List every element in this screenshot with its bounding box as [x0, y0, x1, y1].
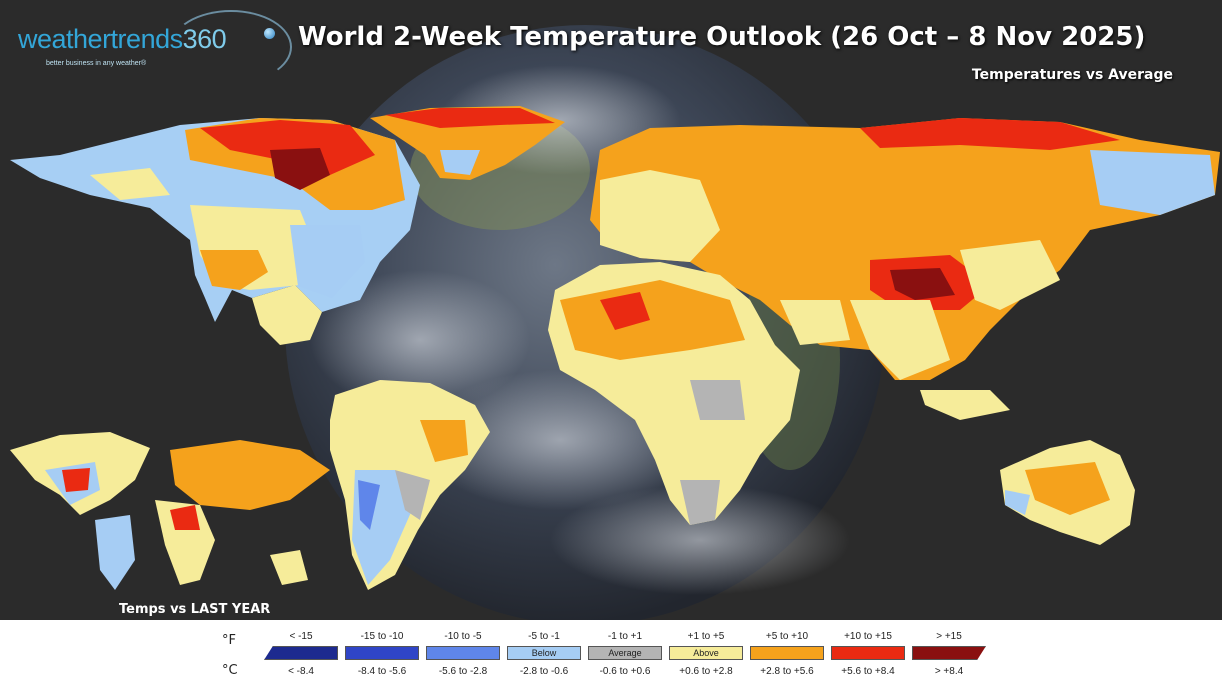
legend-range-fahrenheit: > +15: [936, 631, 962, 642]
legend-range-celsius: +5.6 to +8.4: [841, 666, 895, 677]
north-america: [10, 118, 420, 345]
page-title: World 2-Week Temperature Outlook (26 Oct…: [298, 22, 1146, 52]
legend-unit-celsius: °C: [222, 663, 238, 678]
page-subtitle: Temperatures vs Average: [971, 67, 1173, 83]
legend-swatch: [750, 646, 824, 660]
legend-range-celsius: < -8.4: [288, 666, 314, 677]
legend-item: > +15 > +8.4: [912, 626, 986, 680]
legend-swatch-label: Average: [608, 648, 642, 658]
eurasia: [590, 118, 1220, 380]
south-america: [330, 380, 490, 590]
legend-swatch: [345, 646, 419, 660]
legend-range-fahrenheit: +10 to +15: [844, 631, 892, 642]
legend-range-celsius: > +8.4: [934, 666, 964, 677]
last-year-inset-map: [10, 432, 330, 590]
legend-item: < -15 < -8.4: [264, 626, 338, 680]
legend-swatch: Average: [588, 646, 662, 660]
legend-item: -5 to -1 Below -2.8 to -0.6: [507, 626, 581, 680]
legend-range-celsius: +2.8 to +5.6: [760, 666, 814, 677]
logo-globe-icon: [264, 28, 275, 39]
legend-item: +5 to +10 +2.8 to +5.6: [750, 626, 824, 680]
legend-swatch: [831, 646, 905, 660]
legend-item: -15 to -10 -8.4 to -5.6: [345, 626, 419, 680]
legend-item: +10 to +15 +5.6 to +8.4: [831, 626, 905, 680]
brand-tagline: better business in any weather®: [46, 60, 147, 67]
color-legend: °F °C < -15 < -8.4 -15 to -10 -8.4 to -5.6-…: [0, 620, 1222, 685]
legend-range-fahrenheit: -5 to -1: [528, 631, 560, 642]
legend-swatch: [912, 646, 986, 660]
legend-range-celsius: -0.6 to +0.6: [599, 666, 651, 677]
legend-range-celsius: -2.8 to -0.6: [519, 666, 569, 677]
legend-range-celsius: +0.6 to +2.8: [679, 666, 733, 677]
legend-range-fahrenheit: -10 to -5: [444, 631, 482, 642]
legend-swatch: Above: [669, 646, 743, 660]
legend-item: -10 to -5 -5.6 to -2.8: [426, 626, 500, 680]
legend-range-fahrenheit: < -15: [289, 631, 313, 642]
africa: [548, 262, 800, 525]
greenland: [370, 106, 565, 180]
legend-item: +1 to +5 Above +0.6 to +2.8: [669, 626, 743, 680]
legend-range-celsius: -5.6 to -2.8: [438, 666, 488, 677]
legend-range-fahrenheit: +1 to +5: [687, 631, 725, 642]
legend-item: -1 to +1 Average -0.6 to +0.6: [588, 626, 662, 680]
legend-swatch: [426, 646, 500, 660]
world-temperature-map: [10, 25, 1220, 620]
legend-range-fahrenheit: +5 to +10: [765, 631, 809, 642]
brand-logo: weathertrends360 better business in any …: [18, 10, 292, 84]
legend-swatch-label: Above: [693, 648, 719, 658]
legend-unit-fahrenheit: °F: [222, 633, 236, 648]
legend-range-celsius: -8.4 to -5.6: [357, 666, 407, 677]
legend-range-fahrenheit: -1 to +1: [607, 631, 643, 642]
australia: [920, 390, 1135, 545]
inset-map-label: Temps vs LAST YEAR: [119, 602, 271, 617]
legend-swatch: Below: [507, 646, 581, 660]
legend-range-fahrenheit: -15 to -10: [360, 631, 404, 642]
legend-swatch-label: Below: [531, 648, 557, 658]
legend-swatch: [264, 646, 338, 660]
logo-ring-icon: [170, 10, 292, 84]
